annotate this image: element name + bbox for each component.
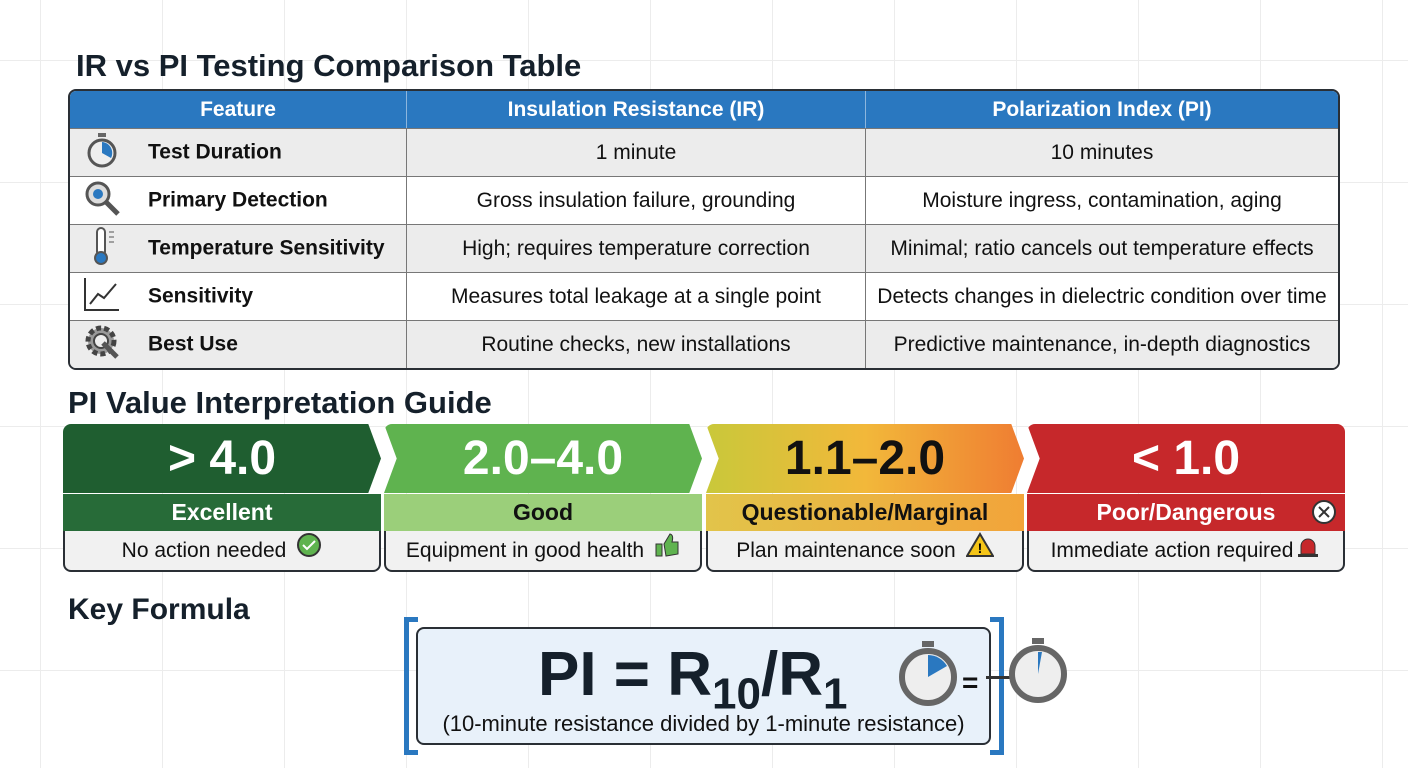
equals-sign: = — [962, 667, 979, 698]
formula-sub-1: 1 — [822, 669, 848, 719]
gear-wrench-icon — [82, 323, 122, 367]
col-feature: Feature — [70, 91, 406, 128]
formula-box: PI = R10/R1 (10-minute resistance divide… — [416, 627, 991, 745]
pi-cell: Minimal; ratio cancels out temperature e… — [865, 224, 1338, 272]
magnifier-icon — [82, 179, 122, 223]
check-circle-icon — [296, 532, 322, 571]
table-row: Best Use Routine checks, new installation… — [70, 320, 1338, 368]
range-label: Poor/Dangerous — [1027, 494, 1345, 531]
formula-lhs: PI = R — [538, 640, 713, 709]
range-label: Good — [384, 494, 702, 531]
range-label: Questionable/Marginal — [706, 494, 1024, 531]
formula-title: Key Formula — [68, 593, 250, 626]
svg-text:!: ! — [977, 540, 982, 556]
range-value: < 1.0 — [1027, 424, 1345, 493]
table-row: Primary Detection Gross insulation failur… — [70, 176, 1338, 224]
feature-label: Primary Detection — [148, 188, 328, 212]
guide-title: PI Value Interpretation Guide — [68, 385, 492, 420]
range-value: > 4.0 — [63, 424, 381, 493]
connector-line — [986, 676, 1010, 679]
range-desc: Immediate action required — [1027, 531, 1345, 572]
alarm-light-icon — [1295, 532, 1321, 571]
pi-cell: Moisture ingress, contamination, aging — [865, 176, 1338, 224]
col-pi: Polarization Index (PI) — [865, 91, 1338, 128]
desc-text: Plan maintenance soon — [736, 539, 956, 562]
feature-label: Best Use — [148, 332, 238, 356]
stopwatch-10min-icon — [896, 639, 960, 712]
range-desc: Plan maintenance soon! — [706, 531, 1024, 572]
desc-text: Immediate action required — [1050, 539, 1294, 562]
stopwatch-1min-icon — [1006, 636, 1070, 709]
range-value: 2.0–4.0 — [384, 424, 702, 493]
formula-sub-10: 10 — [712, 669, 761, 719]
line-chart-icon — [82, 276, 122, 318]
col-ir: Insulation Resistance (IR) — [406, 91, 865, 128]
feature-label: Sensitivity — [148, 284, 254, 308]
pi-cell: Detects changes in dielectric condition … — [865, 272, 1338, 320]
desc-text: No action needed — [121, 539, 287, 562]
x-circle-icon — [1311, 499, 1337, 536]
pi-cell: 10 minutes — [865, 128, 1338, 176]
range-label: Excellent — [63, 494, 381, 531]
pi-formula: PI = R10/R1 — [538, 639, 847, 719]
formula-note: (10-minute resistance divided by 1-minut… — [442, 711, 965, 736]
range-desc: No action needed — [63, 531, 381, 572]
pi-range-excellent: > 4.0 Excellent No action needed — [63, 424, 381, 572]
table-row: Test Duration 1 minute 10 minutes — [70, 128, 1338, 176]
pi-range-poor: < 1.0 Poor/Dangerous Immediate action re… — [1027, 424, 1345, 572]
desc-text: Equipment in good health — [405, 539, 645, 562]
pi-range-questionable: 1.1–2.0 Questionable/Marginal Plan maint… — [706, 424, 1024, 572]
thumbs-up-icon — [654, 532, 680, 571]
range-value: 1.1–2.0 — [706, 424, 1024, 493]
left-bracket — [404, 617, 418, 755]
table-header-row: Feature Insulation Resistance (IR) Polar… — [70, 91, 1338, 128]
comparison-table: Feature Insulation Resistance (IR) Polar… — [68, 89, 1340, 370]
formula-mid: /R — [760, 640, 823, 709]
stopwatch-icon — [82, 132, 122, 174]
ir-cell: Measures total leakage at a single point — [406, 272, 865, 320]
ir-cell: Routine checks, new installations — [406, 320, 865, 368]
ir-cell: High; requires temperature correction — [406, 224, 865, 272]
pi-cell: Predictive maintenance, in-depth diagnos… — [865, 320, 1338, 368]
feature-label: Test Duration — [148, 140, 282, 164]
range-desc: Equipment in good health — [384, 531, 702, 572]
ir-cell: 1 minute — [406, 128, 865, 176]
ir-cell: Gross insulation failure, grounding — [406, 176, 865, 224]
feature-label: Temperature Sensitivity — [148, 236, 385, 260]
table-row: Temperature Sensitivity High; requires te… — [70, 224, 1338, 272]
pi-range-good: 2.0–4.0 Good Equipment in good health — [384, 424, 702, 572]
table-title: IR vs PI Testing Comparison Table — [76, 48, 582, 83]
table-row: Sensitivity Measures total leakage at a s… — [70, 272, 1338, 320]
warning-icon: ! — [964, 531, 995, 571]
label-text: Poor/Dangerous — [1096, 499, 1276, 525]
thermometer-icon — [82, 226, 122, 272]
right-bracket — [990, 617, 1004, 755]
